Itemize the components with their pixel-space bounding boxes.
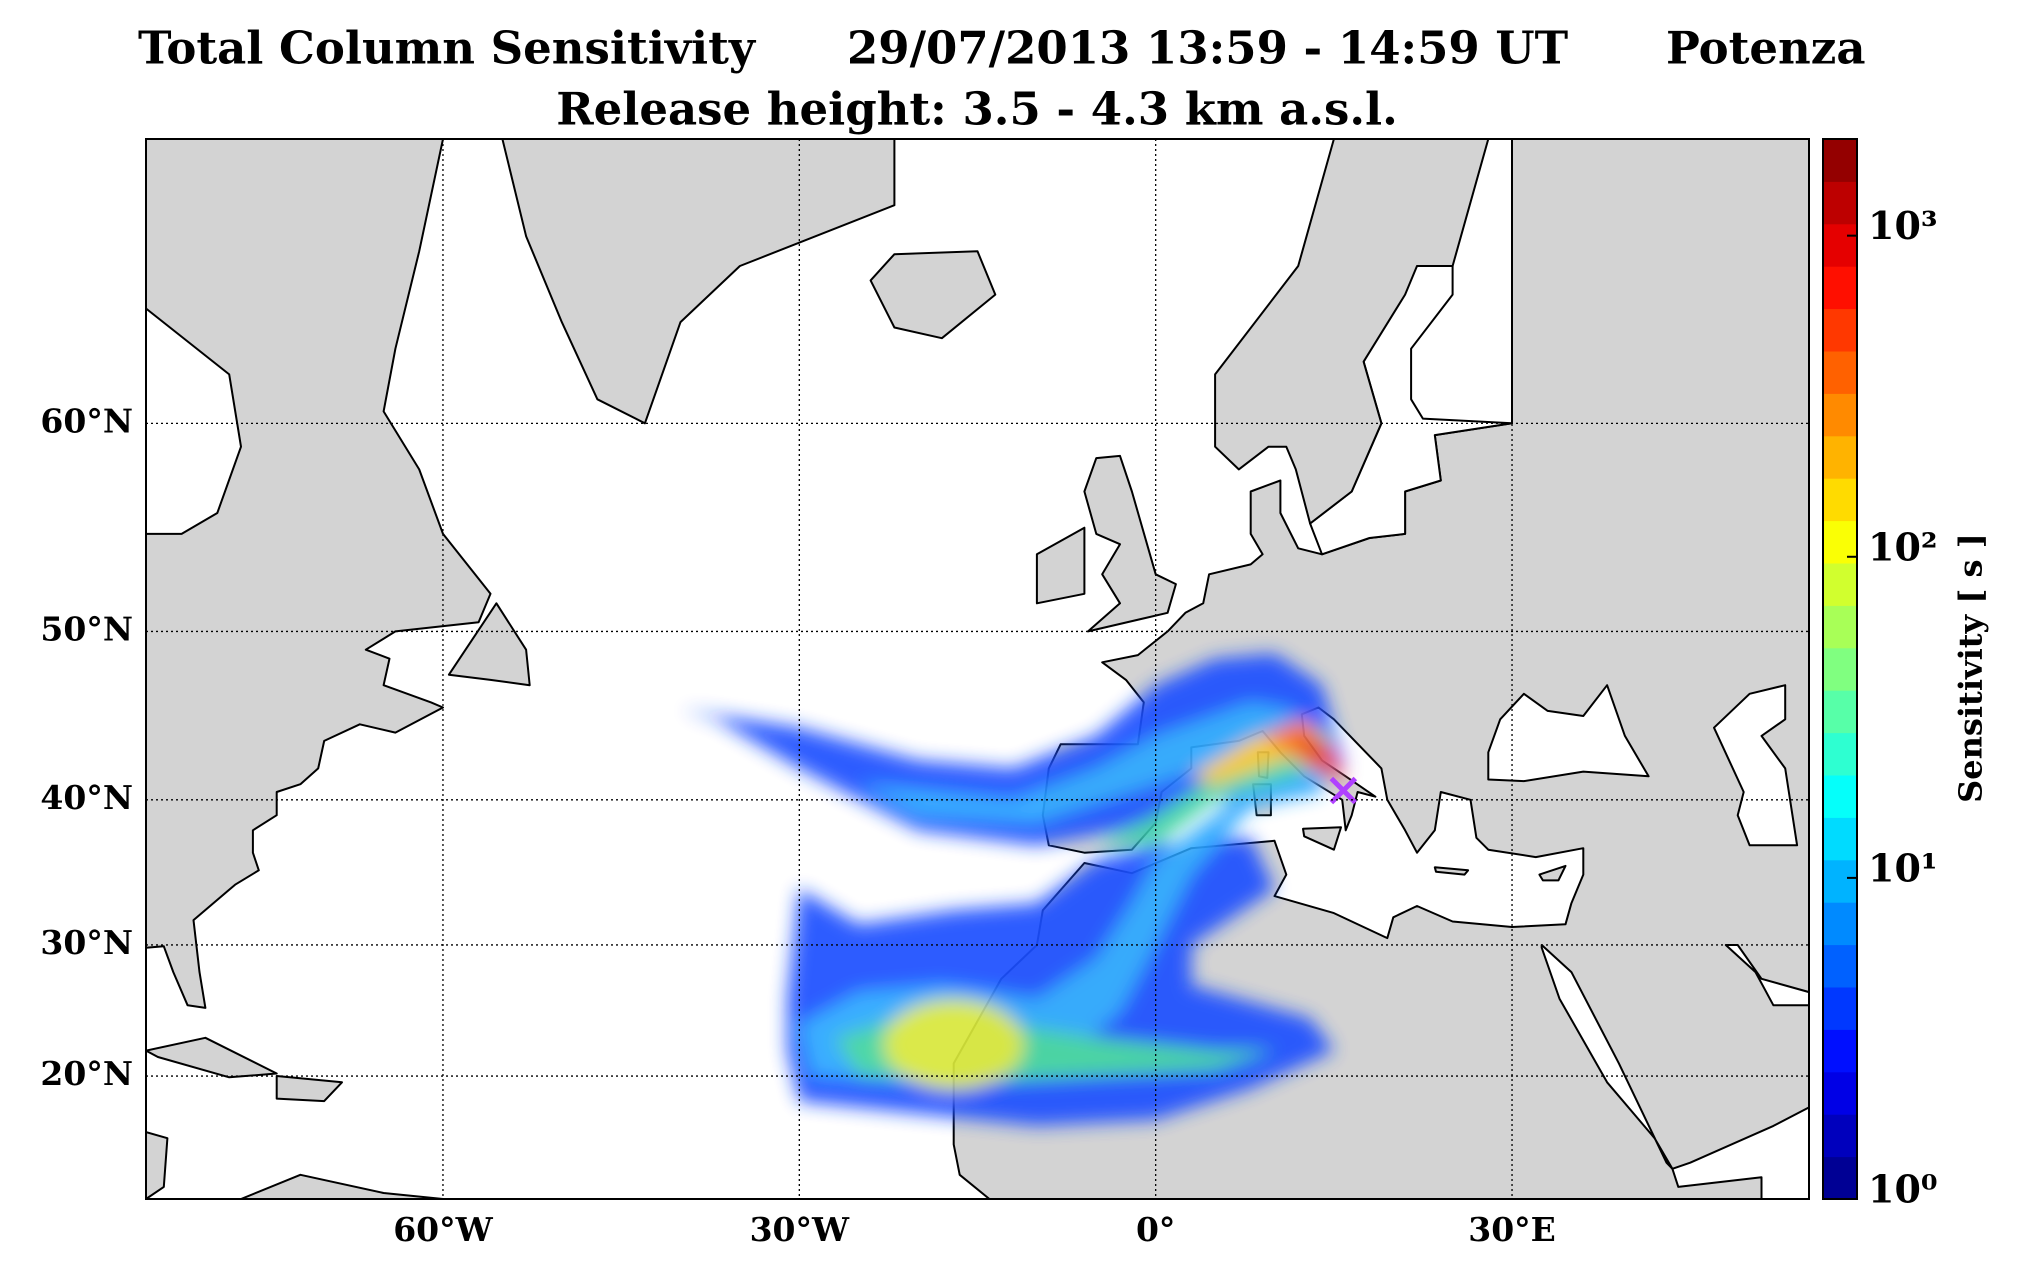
title: Total Column Sensitivity bbox=[138, 22, 757, 75]
subtitle: Release height: 3.5 - 4.3 km a.s.l. bbox=[556, 83, 1398, 136]
y-tick-label: 60°N bbox=[40, 401, 133, 440]
water bbox=[1713, 684, 1799, 847]
y-tick-label: 30°N bbox=[40, 923, 133, 962]
plume-area bbox=[1292, 731, 1344, 785]
plume-area bbox=[883, 999, 1024, 1090]
land bbox=[501, 139, 896, 425]
colorbar-band bbox=[1823, 266, 1857, 310]
land bbox=[275, 1075, 343, 1103]
colorbar-band bbox=[1823, 1029, 1857, 1073]
colorbar-band bbox=[1823, 859, 1857, 903]
colorbar-band bbox=[1823, 1114, 1857, 1158]
colorbar-tick-label: 10³ bbox=[1868, 203, 1938, 248]
colorbar-band bbox=[1823, 647, 1857, 691]
colorbar-band bbox=[1823, 944, 1857, 988]
water bbox=[146, 307, 242, 535]
colorbar-band bbox=[1823, 393, 1857, 437]
x-tick-label: 30°W bbox=[750, 1210, 850, 1249]
colorbar-band bbox=[1823, 351, 1857, 394]
colorbar-band bbox=[1823, 902, 1857, 946]
colorbar-tick-label: 10¹ bbox=[1868, 845, 1938, 890]
colorbar-band bbox=[1823, 435, 1857, 479]
colorbar-band bbox=[1823, 605, 1857, 649]
colorbar-band bbox=[1823, 817, 1857, 861]
map bbox=[146, 139, 1809, 1199]
land bbox=[146, 139, 492, 1009]
plume-area bbox=[799, 752, 1322, 1083]
map-frame bbox=[145, 138, 1810, 1200]
colorbar-band bbox=[1823, 690, 1857, 734]
land bbox=[1433, 866, 1470, 876]
land bbox=[1538, 864, 1567, 882]
y-tick-label: 40°N bbox=[40, 778, 133, 817]
colorbar-band bbox=[1823, 181, 1857, 225]
colorbar-band bbox=[1823, 139, 1857, 182]
colorbar-band bbox=[1823, 775, 1857, 818]
land bbox=[447, 602, 531, 687]
colorbar-band bbox=[1823, 1156, 1857, 1200]
water bbox=[1487, 684, 1650, 783]
plume-area bbox=[680, 653, 1346, 846]
colorbar-label: Sensitivity [ s ] bbox=[1952, 533, 1990, 803]
y-tick-label: 20°N bbox=[40, 1054, 133, 1093]
x-tick-label: 30°E bbox=[1468, 1210, 1556, 1249]
water bbox=[1540, 944, 1674, 1170]
colorbar-band bbox=[1823, 987, 1857, 1030]
colorbar-tick-label: 10² bbox=[1868, 524, 1938, 569]
land bbox=[1035, 526, 1086, 605]
land bbox=[146, 1036, 278, 1079]
release-marker bbox=[1329, 776, 1358, 805]
colorbar-band bbox=[1823, 478, 1857, 522]
water bbox=[1724, 944, 1809, 1007]
land bbox=[240, 1173, 444, 1199]
water bbox=[1671, 1106, 1809, 1199]
colorbar-frame bbox=[1822, 138, 1858, 1200]
land bbox=[1083, 454, 1177, 633]
colorbar-band bbox=[1823, 732, 1857, 776]
colorbar-band bbox=[1823, 563, 1857, 606]
x-tick-label: 0° bbox=[1136, 1210, 1175, 1249]
x-tick-label: 60°W bbox=[393, 1210, 493, 1249]
land bbox=[146, 1131, 169, 1199]
colorbar-tick-label: 10⁰ bbox=[1868, 1167, 1938, 1212]
plume-area bbox=[858, 702, 1299, 823]
colorbar: 10⁰ 10¹ 10² 10³ bbox=[1822, 138, 1938, 1212]
land bbox=[1302, 826, 1342, 851]
land bbox=[869, 250, 997, 340]
time-range: 29/07/2013 13:59 - 14:59 UT bbox=[847, 22, 1569, 75]
colorbar-band bbox=[1823, 1071, 1857, 1115]
y-tick-label: 50°N bbox=[40, 609, 133, 648]
plume bbox=[680, 653, 1346, 1126]
colorbar-band bbox=[1823, 223, 1857, 267]
site: Potenza bbox=[1666, 22, 1866, 75]
colorbar-band bbox=[1823, 308, 1857, 352]
